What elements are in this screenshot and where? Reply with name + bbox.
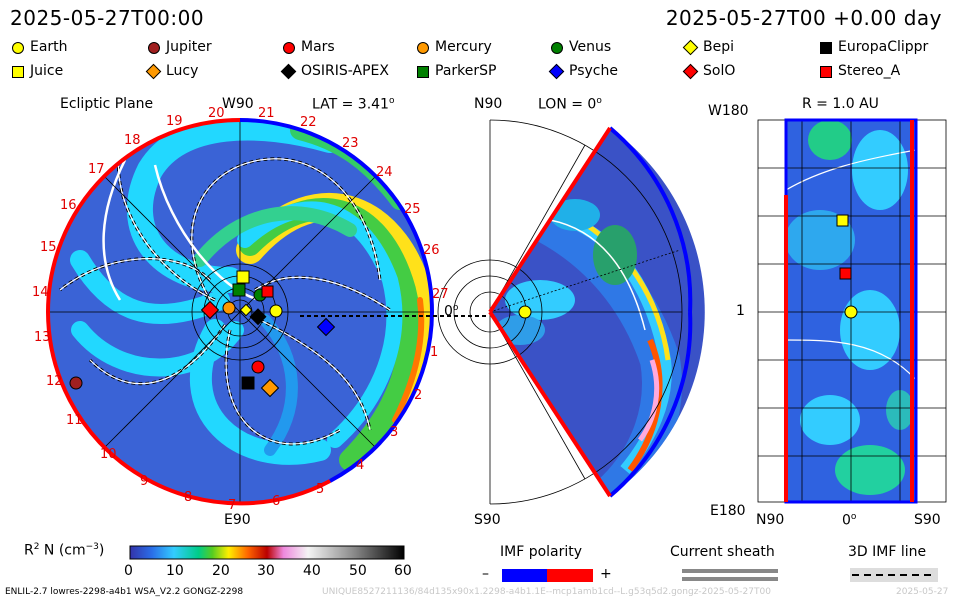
legend-mars: Mars bbox=[301, 39, 335, 55]
colorbar-tick: 20 bbox=[212, 563, 230, 579]
radial-x-right: S90 bbox=[914, 512, 941, 528]
juice-marker-icon bbox=[12, 66, 24, 78]
meridional-wedge bbox=[437, 119, 705, 505]
stereo-a-marker-icon bbox=[820, 66, 832, 78]
rim-number: 23 bbox=[342, 136, 359, 151]
radial-bottom-left: E180 bbox=[710, 503, 746, 519]
imf-plus-sign: + bbox=[600, 566, 612, 582]
rim-number: 15 bbox=[40, 240, 57, 255]
rim-number: 7 bbox=[228, 498, 237, 513]
ecliptic-bottom-label: E90 bbox=[224, 512, 251, 528]
imf-polarity-title: IMF polarity bbox=[500, 544, 583, 560]
parkersp-marker-icon bbox=[417, 66, 429, 78]
venus-marker-icon bbox=[551, 42, 563, 54]
radial-r-label: R = 1.0 AU bbox=[802, 96, 879, 112]
rim-number: 18 bbox=[124, 133, 141, 148]
current-sheath-icon bbox=[682, 569, 778, 581]
legend-lucy: Lucy bbox=[166, 63, 199, 79]
legend-juice: Juice bbox=[30, 63, 64, 79]
colorbar-tick: 60 bbox=[394, 563, 412, 579]
rim-number: 13 bbox=[34, 330, 51, 345]
rim-number: 27 bbox=[432, 287, 449, 302]
rim-number: 19 bbox=[166, 114, 183, 129]
radial-x-mid: 0o bbox=[842, 512, 857, 529]
meridional-bottom-label: S90 bbox=[474, 512, 501, 528]
colorbar-tick: 50 bbox=[349, 563, 367, 579]
meridional-top-label: N90 bbox=[474, 96, 503, 112]
imf-line-icon bbox=[850, 568, 938, 582]
legend-earth: Earth bbox=[30, 39, 68, 55]
ecliptic-markers bbox=[69, 270, 336, 398]
current-sheath-title: Current sheath bbox=[670, 544, 775, 560]
ecliptic-top-label: W90 bbox=[222, 96, 254, 112]
longitude-label: LON = 0o bbox=[538, 96, 602, 113]
colorbar bbox=[129, 545, 405, 560]
rim-number: 6 bbox=[272, 494, 281, 509]
imf-line-title: 3D IMF line bbox=[848, 544, 927, 560]
rim-number: 9 bbox=[140, 474, 149, 489]
colorbar-tick: 30 bbox=[257, 563, 275, 579]
rim-number: 24 bbox=[376, 165, 393, 180]
rim-number: 5 bbox=[316, 482, 325, 497]
rim-number: 21 bbox=[258, 106, 275, 121]
imf-minus-sign: – bbox=[482, 566, 489, 582]
rim-number: 2 bbox=[414, 388, 423, 403]
rim-number: 12 bbox=[46, 374, 63, 389]
colorbar-tick: 40 bbox=[303, 563, 321, 579]
rim-number: 17 bbox=[88, 162, 105, 177]
jupiter-marker-icon bbox=[148, 42, 160, 54]
timestamp-left: 2025-05-27T00:00 bbox=[10, 6, 205, 30]
ecliptic-disk bbox=[45, 118, 486, 506]
legend-bepi: Bepi bbox=[703, 39, 734, 55]
ecliptic-zero-label: 0o bbox=[444, 303, 459, 320]
rim-number: 16 bbox=[60, 198, 77, 213]
rim-number: 4 bbox=[356, 458, 365, 473]
rim-number: 3 bbox=[390, 425, 399, 440]
rim-number: 10 bbox=[100, 447, 117, 462]
legend-venus: Venus bbox=[569, 39, 612, 55]
rim-number: 25 bbox=[404, 202, 421, 217]
imf-polarity-bar bbox=[502, 569, 593, 582]
legend-jupiter: Jupiter bbox=[166, 39, 212, 55]
radial-map bbox=[757, 118, 947, 504]
legend-solo: SolO bbox=[703, 63, 736, 79]
rim-number: 1 bbox=[430, 345, 439, 360]
earth-marker-icon bbox=[12, 42, 24, 54]
timestamp-right: 2025-05-27T00 +0.00 day bbox=[665, 6, 942, 30]
colorbar-label: R2 N (cm−3) bbox=[24, 542, 105, 559]
radial-top-left: W180 bbox=[708, 103, 749, 119]
mars-marker-icon bbox=[283, 42, 295, 54]
footer-run-id: UNIQUE8527211136/84d135x90x1.2298-a4b1.1… bbox=[322, 587, 771, 597]
radial-x-left: N90 bbox=[756, 512, 785, 528]
ecliptic-title: Ecliptic Plane bbox=[60, 96, 154, 112]
legend-psyche: Psyche bbox=[569, 63, 618, 79]
legend-osiris-apex: OSIRIS-APEX bbox=[301, 63, 389, 79]
rim-number: 26 bbox=[423, 243, 440, 258]
rim-number: 8 bbox=[184, 490, 193, 505]
colorbar-tick: 10 bbox=[166, 563, 184, 579]
rim-number: 22 bbox=[300, 115, 317, 130]
legend-parkersp: ParkerSP bbox=[435, 63, 497, 79]
europaclipper-marker-icon bbox=[820, 42, 832, 54]
latitude-label: LAT = 3.41o bbox=[312, 96, 395, 113]
rim-number: 20 bbox=[208, 106, 225, 121]
legend-stereo-a: Stereo_A bbox=[838, 63, 901, 79]
legend-mercury: Mercury bbox=[435, 39, 492, 55]
mercury-marker-icon bbox=[417, 42, 429, 54]
radial-mid-left: 1 bbox=[736, 303, 745, 319]
footer-run-info: ENLIL-2.7 lowres-2298-a4b1 WSA_V2.2 GONG… bbox=[5, 587, 244, 597]
rim-number: 11 bbox=[66, 413, 83, 428]
legend-europaclippr: EuropaClippr bbox=[838, 39, 929, 55]
rim-number: 14 bbox=[32, 285, 49, 300]
colorbar-tick: 0 bbox=[124, 563, 133, 579]
footer-date: 2025-05-27 bbox=[896, 587, 949, 597]
